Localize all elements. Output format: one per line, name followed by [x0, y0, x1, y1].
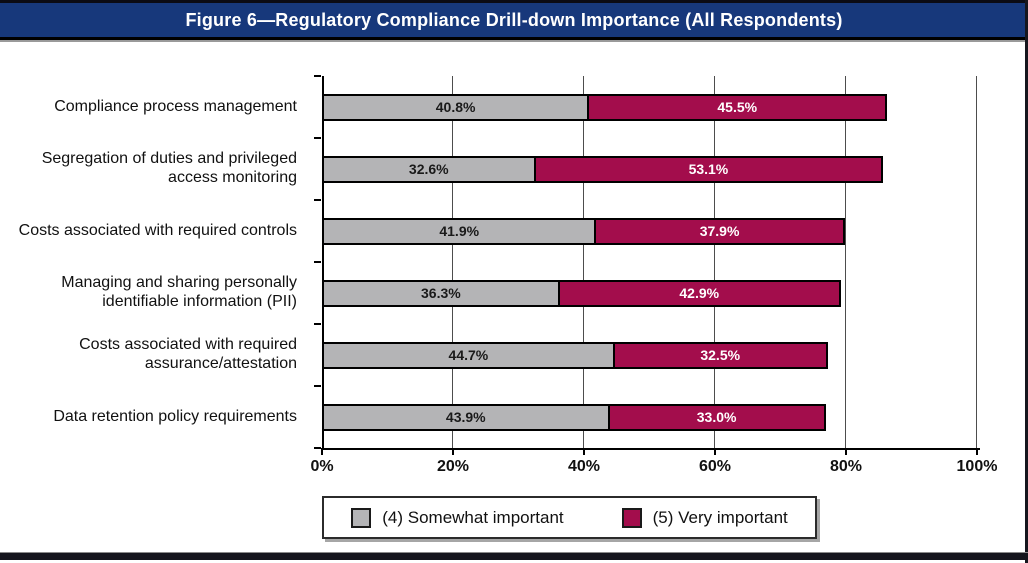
gridline [452, 76, 453, 448]
category-label: Compliance process management [54, 97, 297, 115]
bar-value-label: 42.9% [679, 285, 720, 301]
y-axis [322, 76, 324, 448]
bar-value-label: 37.9% [699, 223, 740, 239]
y-axis-tick [314, 199, 321, 201]
legend-label-somewhat-important: (4) Somewhat important [382, 507, 564, 527]
bar-segment-somewhat-important: 32.6% [322, 155, 536, 183]
category-label: Costs associated with required assurance… [79, 336, 297, 372]
bar-value-label: 32.6% [408, 161, 449, 177]
category-label: Managing and sharing personally identifi… [61, 274, 297, 310]
bar-segment-very-important: 42.9% [557, 279, 841, 307]
bar-value-label: 43.9% [445, 409, 486, 425]
figure-bottom-border [0, 552, 1028, 560]
y-axis-tick [314, 385, 321, 387]
bar-value-label: 33.0% [696, 409, 737, 425]
bar-value-label: 53.1% [688, 161, 729, 177]
bar-value-label: 41.9% [439, 223, 480, 239]
category-label: Segregation of duties and privileged acc… [41, 150, 297, 186]
figure-right-border [1025, 0, 1028, 563]
x-axis-tick-label: 20% [436, 458, 470, 475]
bar-value-label: 36.3% [421, 285, 461, 301]
y-axis-tick [314, 447, 321, 449]
chart-legend: (4) Somewhat important (5) Very importan… [322, 496, 817, 539]
bar-value-label: 45.5% [717, 99, 758, 115]
gridline [583, 76, 584, 448]
x-axis-tick [976, 448, 978, 455]
bar-segment-very-important: 53.1% [533, 155, 884, 183]
x-axis-tick-label: 40% [567, 458, 601, 475]
x-axis-tick-label: 100% [956, 458, 998, 475]
bar-segment-very-important: 32.5% [612, 341, 828, 369]
category-label: Costs associated with required controls [18, 221, 297, 239]
gridline [845, 76, 846, 448]
very-important-swatch-icon [621, 507, 642, 528]
legend-item-somewhat-important: (4) Somewhat important [351, 507, 564, 528]
x-axis [321, 448, 980, 450]
bar-value-label: 32.5% [700, 347, 741, 363]
bar-segment-somewhat-important: 43.9% [322, 403, 610, 431]
bar-segment-somewhat-important: 44.7% [322, 341, 615, 369]
x-axis-tick [845, 448, 847, 455]
y-axis-tick [314, 137, 321, 139]
y-axis-tick [314, 75, 321, 77]
bar-segment-somewhat-important: 40.8% [322, 93, 590, 121]
bar-value-label: 44.7% [448, 347, 489, 363]
x-axis-tick-label: 80% [829, 458, 863, 475]
x-axis-tick [321, 448, 323, 455]
bar-segment-very-important: 33.0% [607, 403, 826, 431]
bar-value-label: 40.8% [435, 99, 476, 115]
x-axis-tick-label: 60% [698, 458, 732, 475]
x-axis-tick [452, 448, 454, 455]
y-axis-tick [314, 261, 321, 263]
x-axis-tick [583, 448, 585, 455]
y-axis-tick [314, 323, 321, 325]
bar-segment-very-important: 37.9% [594, 217, 845, 245]
category-label: Data retention policy requirements [53, 407, 297, 425]
gridline [976, 76, 977, 448]
figure-title-bar: Figure 6—Regulatory Compliance Drill-dow… [0, 0, 1028, 40]
bar-segment-somewhat-important: 36.3% [322, 279, 560, 307]
x-axis-tick [714, 448, 716, 455]
legend-label-very-important: (5) Very important [652, 507, 788, 527]
somewhat-important-swatch-icon [351, 507, 372, 528]
x-axis-tick-label: 0% [310, 458, 334, 475]
bar-segment-very-important: 45.5% [587, 93, 888, 121]
bar-segment-somewhat-important: 41.9% [322, 217, 597, 245]
gridline [714, 76, 715, 448]
legend-item-very-important: (5) Very important [621, 507, 788, 528]
figure-title: Figure 6—Regulatory Compliance Drill-dow… [185, 9, 843, 30]
